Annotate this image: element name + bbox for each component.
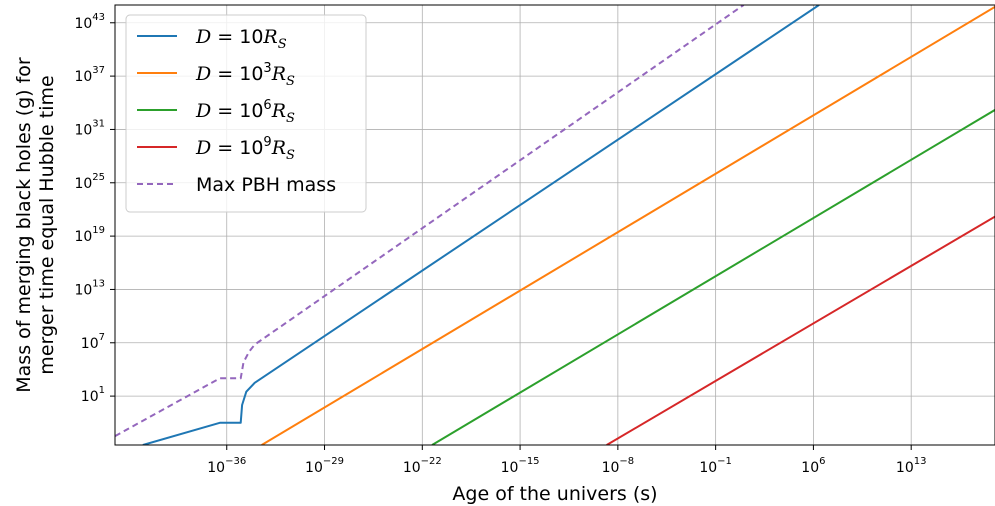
series-line-1 [142, 5, 820, 445]
y-tick-label: 1013 [74, 278, 105, 298]
series-lines [115, 5, 995, 445]
y-tick-label: 1025 [74, 172, 105, 192]
x-tick-label: 10−8 [602, 456, 635, 476]
x-tick-label: 10−1 [699, 456, 732, 476]
x-tick-label: 10−22 [403, 456, 442, 476]
y-axis-ticks: 101 107 1013 1019 1025 1031 1037 1043 [74, 12, 115, 405]
plot-frame [114, 4, 995, 446]
series-line-3 [431, 109, 995, 445]
x-tick-label: 10−29 [305, 456, 344, 476]
y-tick-label: 101 [81, 385, 105, 405]
y-axis-label-line-2: merger time equal Hubble time [36, 75, 58, 374]
y-tick-label: 107 [81, 332, 105, 352]
y-tick-label: 1037 [74, 65, 105, 85]
series-line-2 [261, 5, 995, 445]
legend-label-5: Max PBH mass [196, 174, 336, 196]
x-tick-label: 106 [801, 456, 825, 476]
x-tick-label: 1013 [896, 456, 927, 476]
y-tick-label: 1019 [74, 225, 105, 245]
series-line-4 [606, 215, 995, 445]
y-tick-label: 1031 [74, 118, 105, 138]
y-tick-label: 1043 [74, 12, 105, 32]
legend-label-2: D = 103RS [195, 61, 295, 89]
legend-label-4: D = 109RS [195, 135, 295, 163]
x-axis-label: Age of the univers (s) [452, 483, 657, 505]
y-axis-label-line-1: Mass of merging black holes (g) for [13, 57, 35, 393]
x-axis-ticks: 10−36 10−29 10−22 10−15 10−8 10−1 106 1013 [207, 445, 926, 476]
legend-label-1: D = 10RS [195, 26, 287, 52]
x-tick-label: 10−36 [207, 456, 246, 476]
legend-box [125, 14, 367, 213]
x-tick-label: 10−15 [501, 456, 540, 476]
y-axis-label: Mass of merging black holes (g) for merg… [13, 57, 58, 393]
legend-label-3: D = 106RS [195, 98, 295, 126]
legend: D = 10RS D = 103RS D = 106RS D = 109RS Max P… [125, 14, 367, 213]
